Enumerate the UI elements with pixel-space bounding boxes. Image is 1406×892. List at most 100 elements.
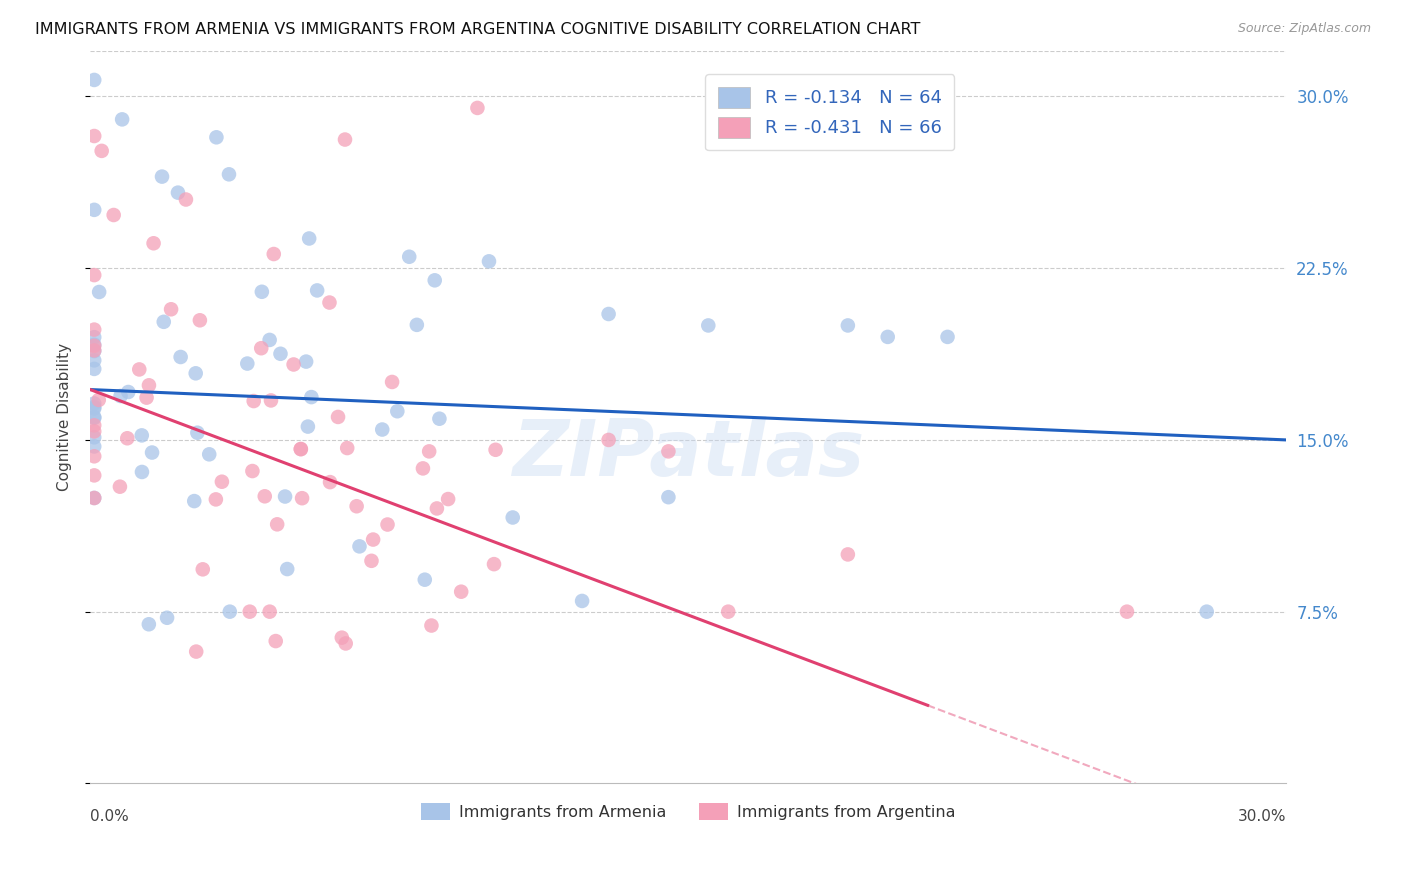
Point [502, 510, 524, 524]
Legend: Immigrants from Armenia, Immigrants from Argentina: Immigrants from Armenia, Immigrants from… [415, 797, 962, 827]
Point [318, 295, 340, 310]
Point [1195, 605, 1218, 619]
Point [333, 132, 356, 146]
Point [83, 400, 105, 414]
Point [936, 330, 959, 344]
Point [90, 144, 112, 158]
Point [657, 444, 679, 458]
Point [482, 557, 505, 571]
Point [83, 491, 105, 505]
Point [377, 517, 399, 532]
Point [418, 444, 440, 458]
Point [299, 390, 322, 404]
Point [131, 428, 153, 442]
Point [360, 554, 382, 568]
Point [205, 130, 228, 145]
Point [437, 491, 460, 506]
Point [837, 548, 859, 562]
Point [205, 492, 228, 507]
Point [174, 193, 197, 207]
Point [83, 344, 105, 359]
Point [83, 440, 105, 454]
Point [571, 594, 593, 608]
Text: IMMIGRANTS FROM ARMENIA VS IMMIGRANTS FROM ARGENTINA COGNITIVE DISABILITY CORREL: IMMIGRANTS FROM ARMENIA VS IMMIGRANTS FR… [35, 22, 921, 37]
Point [111, 112, 134, 127]
Point [266, 517, 288, 532]
Point [467, 101, 489, 115]
Point [239, 605, 262, 619]
Point [260, 393, 283, 408]
Point [398, 250, 420, 264]
Point [83, 430, 105, 444]
Point [413, 573, 436, 587]
Point [381, 375, 404, 389]
Point [83, 491, 105, 505]
Point [876, 330, 898, 344]
Point [405, 318, 427, 332]
Point [218, 605, 240, 619]
Point [186, 644, 208, 658]
Point [361, 533, 384, 547]
Text: Source: ZipAtlas.com: Source: ZipAtlas.com [1237, 22, 1371, 36]
Point [83, 396, 105, 410]
Point [83, 73, 105, 87]
Point [598, 433, 620, 447]
Point [295, 354, 318, 368]
Point [186, 425, 208, 440]
Point [450, 584, 472, 599]
Point [87, 392, 110, 407]
Point [242, 464, 264, 478]
Point [83, 339, 105, 353]
Point [250, 285, 273, 299]
Point [138, 378, 160, 392]
Point [141, 445, 163, 459]
Point [420, 618, 443, 632]
Point [191, 562, 214, 576]
Point [371, 423, 394, 437]
Point [250, 341, 273, 355]
Point [108, 480, 131, 494]
Point [242, 394, 264, 409]
Point [253, 489, 276, 503]
Point [83, 343, 105, 358]
Point [412, 461, 434, 475]
Point [264, 634, 287, 648]
Text: ZIPatlas: ZIPatlas [512, 416, 865, 491]
Point [169, 350, 191, 364]
Point [269, 347, 291, 361]
Text: 0.0%: 0.0% [90, 809, 129, 824]
Point [283, 358, 305, 372]
Point [697, 318, 720, 333]
Point [83, 323, 105, 337]
Point [484, 442, 506, 457]
Point [307, 284, 329, 298]
Point [236, 357, 259, 371]
Point [110, 389, 132, 403]
Point [336, 441, 359, 455]
Y-axis label: Cognitive Disability: Cognitive Disability [58, 343, 72, 491]
Point [135, 391, 157, 405]
Point [478, 254, 501, 268]
Point [426, 501, 449, 516]
Point [274, 490, 297, 504]
Point [290, 442, 312, 457]
Point [184, 367, 207, 381]
Point [298, 231, 321, 245]
Point [117, 431, 139, 445]
Point [83, 128, 105, 143]
Point [83, 450, 105, 464]
Point [335, 636, 357, 650]
Point [156, 611, 179, 625]
Point [717, 605, 740, 619]
Point [117, 384, 139, 399]
Point [83, 411, 105, 425]
Point [276, 562, 298, 576]
Point [346, 500, 368, 514]
Point [263, 247, 285, 261]
Point [83, 425, 105, 439]
Point [152, 315, 174, 329]
Point [1116, 605, 1139, 619]
Point [89, 285, 111, 299]
Point [83, 337, 105, 351]
Point [319, 475, 342, 489]
